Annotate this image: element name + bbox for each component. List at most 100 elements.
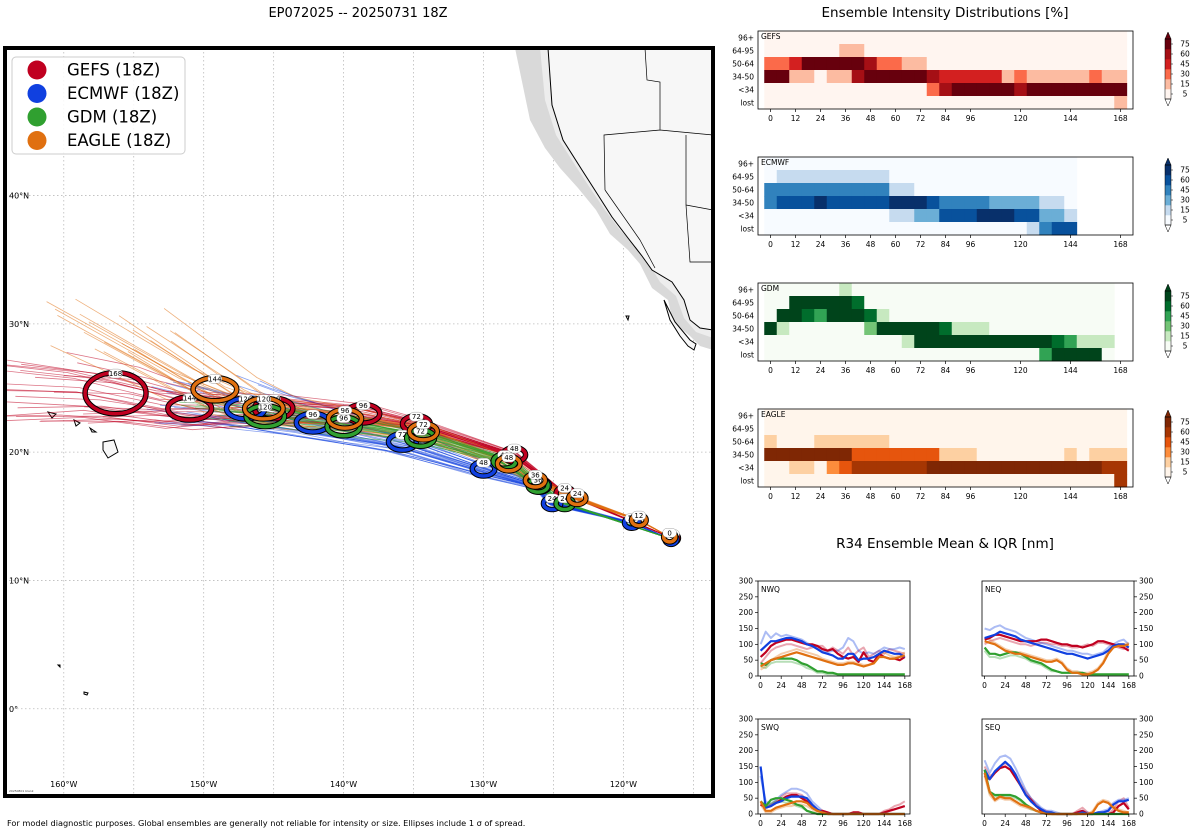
heatmap-cell	[764, 183, 778, 197]
heatmap-cell	[976, 296, 990, 310]
r34-x-tick: 144	[877, 819, 892, 828]
heatmap-cell	[826, 44, 840, 58]
heatmap-row-label: 50-64	[732, 438, 754, 447]
heatmap-cell	[964, 422, 978, 436]
heatmap-cell	[1114, 461, 1128, 475]
heatmap-cell	[826, 348, 840, 362]
heatmap-cell	[864, 461, 878, 475]
heatmap-cell	[1039, 296, 1053, 310]
heatmap-cell	[876, 461, 890, 475]
heatmap-cell	[1089, 422, 1103, 436]
heatmap-cell	[851, 57, 865, 71]
heatmap-cell	[789, 44, 803, 58]
heatmap-cell	[926, 335, 940, 349]
heatmap-cell	[1076, 422, 1090, 436]
heatmap-cell	[801, 435, 815, 449]
heatmap-cell	[814, 422, 828, 436]
heatmap-cell	[901, 196, 915, 210]
heatmap-cell	[801, 157, 815, 171]
heatmap-cell	[926, 57, 940, 71]
track-ellipse: 168	[82, 368, 149, 417]
heatmap-cell	[839, 44, 853, 58]
heatmap-cell	[839, 170, 853, 184]
heatmap-cell	[914, 296, 928, 310]
r34-y-tick: 300	[739, 577, 754, 586]
heatmap-x-tick: 60	[891, 492, 901, 501]
colorbar-tick: 45	[1180, 312, 1190, 321]
heatmap-x-tick: 120	[1013, 492, 1028, 501]
heatmap-cell	[951, 157, 965, 171]
heatmap-cell	[1089, 31, 1103, 45]
r34-x-tick: 120	[1080, 819, 1095, 828]
heatmap-cell	[839, 296, 853, 310]
heatmap-cell	[876, 283, 890, 297]
heatmap-cell	[1051, 44, 1065, 58]
heatmap-cell	[889, 335, 903, 349]
heatmap-cell	[951, 348, 965, 362]
lon-label: 150°W	[190, 780, 217, 789]
heatmap-cell	[1039, 83, 1053, 97]
heatmap-cell	[889, 209, 903, 223]
heatmap-cell	[1014, 83, 1028, 97]
heatmap-cell	[926, 196, 940, 210]
heatmap-cell	[1039, 309, 1053, 323]
heatmap-cell	[789, 222, 803, 236]
heatmap-cell	[939, 157, 953, 171]
heatmap-cell	[901, 448, 915, 462]
heatmap-cell	[876, 183, 890, 197]
heatmap-cell	[964, 461, 978, 475]
heatmap-cell	[1101, 70, 1115, 84]
heatmap-cell	[814, 31, 828, 45]
heatmap-cell	[976, 31, 990, 45]
heatmap-cell	[839, 322, 853, 336]
heatmap-cell	[826, 322, 840, 336]
heatmap-x-tick: 168	[1113, 114, 1128, 123]
heatmap-cell	[864, 348, 878, 362]
heatmap-cell	[1064, 283, 1078, 297]
heatmap-cell	[926, 409, 940, 423]
heatmap-cell	[901, 83, 915, 97]
heatmap-cell	[964, 348, 978, 362]
heatmap-cell	[1014, 296, 1028, 310]
heatmap-cell	[1026, 31, 1040, 45]
colorbar-tick: 30	[1180, 196, 1190, 205]
heatmap-cell	[926, 183, 940, 197]
heatmap-cell	[1051, 196, 1065, 210]
heatmap-cell	[851, 296, 865, 310]
heatmap-cell	[1064, 335, 1078, 349]
heatmap-cell	[1051, 83, 1065, 97]
heatmap-cell	[1051, 222, 1065, 236]
heatmap-cell	[989, 435, 1003, 449]
heatmap-cell	[789, 57, 803, 71]
r34-y-tick: 200	[739, 746, 754, 755]
heatmap-cell	[864, 448, 878, 462]
r34-y-tick: 150	[1139, 762, 1154, 771]
heatmap-cell	[1101, 448, 1115, 462]
heatmap-cell	[1051, 157, 1065, 171]
heatmap-cell	[851, 322, 865, 336]
heatmap-cell	[1039, 196, 1053, 210]
heatmap-cell	[1089, 96, 1103, 110]
heatmap-cell	[1051, 348, 1065, 362]
heatmap-cell	[876, 435, 890, 449]
heatmap-cell	[989, 474, 1003, 488]
forecast-hour-label: 24	[560, 485, 569, 493]
heatmap-cell	[926, 70, 940, 84]
heatmap-cell	[839, 409, 853, 423]
heatmap-cell	[851, 70, 865, 84]
heatmap-cell	[901, 170, 915, 184]
heatmap-cell	[776, 96, 790, 110]
forecast-hour-label: 72	[412, 413, 421, 421]
forecast-hour-label: 96	[308, 411, 317, 419]
heatmap-cell	[1014, 422, 1028, 436]
heatmap-cell	[989, 70, 1003, 84]
r34-y-tick: 0	[748, 672, 753, 681]
r34-y-tick: 250	[739, 592, 754, 601]
heatmap-cell	[926, 170, 940, 184]
lat-label: 20°N	[9, 448, 29, 457]
heatmap-cell	[789, 31, 803, 45]
r34-y-tick: 250	[739, 730, 754, 739]
heatmap-cell	[1064, 57, 1078, 71]
heatmap-cell	[1039, 222, 1053, 236]
heatmap-cell	[789, 348, 803, 362]
